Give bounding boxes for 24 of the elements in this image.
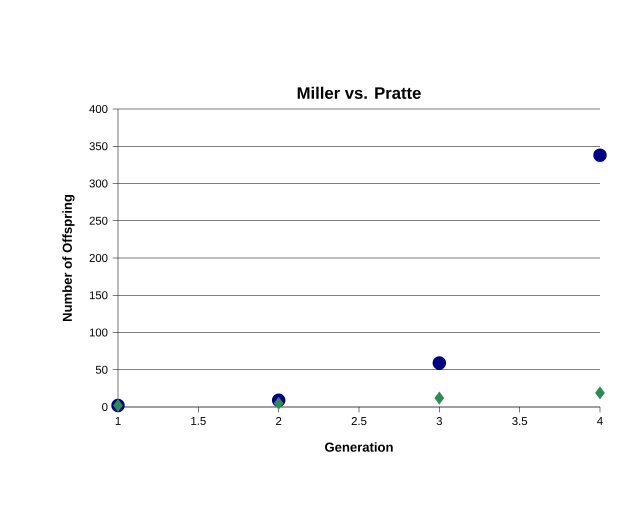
point	[434, 392, 444, 404]
point	[432, 356, 446, 370]
y-axis-title: Number of Offspring	[62, 194, 75, 321]
y-tick-label: 200	[90, 254, 108, 262]
x-tick-label: 2.5	[352, 417, 366, 426]
point	[274, 396, 284, 410]
x-tick-label: 1	[116, 417, 121, 425]
point	[593, 148, 607, 162]
chart-title: Miller vs. Pratte	[298, 86, 421, 99]
x-tick-label: 3.5	[512, 417, 528, 426]
y-tick-label: 0	[102, 402, 108, 411]
y-tick-label: 50	[96, 366, 108, 374]
x-axis-title: Generation	[325, 442, 393, 452]
y-tick-label: 350	[89, 142, 108, 150]
x-tick-label: 1.5	[191, 417, 206, 425]
y-tick-label: 400	[89, 104, 108, 113]
y-tick-label: 100	[90, 328, 108, 336]
x-tick-label: 4	[597, 417, 603, 425]
x-tick-label: 3	[436, 417, 442, 426]
x-tick-label: 2	[276, 417, 282, 425]
y-tick-label: 150	[90, 291, 108, 300]
y-tick-label: 250	[90, 216, 108, 225]
point	[595, 386, 605, 400]
y-tick-label: 300	[89, 179, 108, 188]
